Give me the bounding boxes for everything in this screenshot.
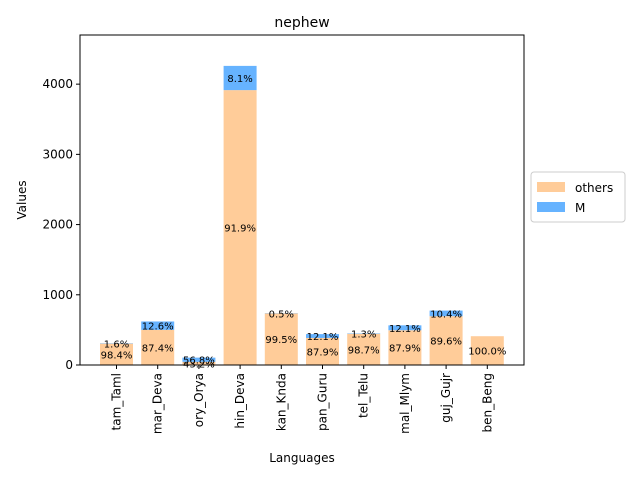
pct-label-M-mal_Mlym: 12.1%	[389, 324, 421, 335]
bar-M-mar_Deva	[141, 321, 175, 330]
legend-swatch-others	[537, 182, 565, 192]
x-tick-label-ory_Orya: ory_Orya	[192, 373, 206, 427]
pct-label-others-tel_Telu: 98.7%	[348, 345, 380, 356]
y-axis-label: Values	[15, 180, 29, 219]
pct-label-others-tam_Taml: 98.4%	[101, 350, 133, 361]
pct-label-others-kan_Knda: 99.5%	[265, 335, 297, 346]
x-tick-label-kan_Knda: kan_Knda	[274, 373, 288, 431]
bar-M-mal_Mlym	[388, 325, 422, 331]
pct-label-others-mal_Mlym: 87.9%	[389, 344, 421, 355]
pct-label-others-pan_Guru: 87.9%	[307, 347, 339, 358]
bar-M-guj_Gujr	[429, 310, 463, 317]
legend: others M	[530, 171, 626, 223]
bar-M-pan_Guru	[306, 334, 339, 338]
pct-label-M-pan_Guru: 12.1%	[307, 332, 339, 343]
pct-label-M-hin_Deva: 8.1%	[227, 74, 252, 85]
y-tick-label-2000: 2000	[42, 218, 73, 232]
x-tick-label-guj_Gujr: guj_Gujr	[439, 373, 453, 423]
pct-label-M-ory_Orya: 56.8%	[183, 356, 215, 367]
legend-label-others: others	[575, 181, 613, 195]
axes-frame	[79, 34, 525, 366]
bar-others-mar_Deva	[141, 329, 175, 365]
pct-label-M-tam_Taml: 1.6%	[104, 339, 129, 350]
plot-area: 98.4%1.6% 87.4%12.6%43.2%56.8%91.9%8.1%99…	[42, 34, 525, 434]
bar-others-guj_Gujr	[429, 316, 463, 365]
pct-label-others-ben_Beng: 100.0%	[468, 347, 506, 358]
bar-others-tel_Telu	[347, 333, 381, 365]
y-tick-label-4000: 4000	[42, 77, 73, 91]
x-tick-label-tel_Telu: tel_Telu	[357, 373, 371, 418]
chart-title: nephew	[274, 15, 329, 31]
pct-label-others-hin_Deva: 91.9%	[224, 224, 256, 235]
legend-label-M: M	[575, 201, 585, 215]
x-axis-label: Languages	[269, 451, 334, 465]
pct-label-others-mar_Deva: 87.4%	[142, 343, 174, 354]
y-tick-label-1000: 1000	[42, 288, 73, 302]
x-tick-label-mar_Deva: mar_Deva	[151, 373, 165, 434]
x-tick-label-ben_Beng: ben_Beng	[480, 373, 494, 432]
pct-label-M-mar_Deva: 12.6%	[142, 322, 174, 333]
pct-label-others-guj_Gujr: 89.6%	[430, 337, 462, 348]
x-tick-label-tam_Taml: tam_Taml	[110, 373, 124, 430]
bar-others-ben_Beng	[470, 336, 504, 365]
x-tick-label-hin_Deva: hin_Deva	[233, 373, 247, 429]
legend-swatch-M	[537, 202, 565, 212]
pct-label-M-kan_Knda: 0.5%	[269, 309, 294, 320]
bar-M-ory_Orya	[182, 357, 216, 362]
bar-others-mal_Mlym	[388, 330, 422, 365]
y-tick-label-3000: 3000	[42, 147, 73, 161]
bar-M-hin_Deva	[223, 65, 257, 91]
bar-others-kan_Knda	[264, 313, 298, 365]
bar-others-tam_Taml	[100, 343, 133, 365]
bar-others-hin_Deva	[223, 90, 257, 366]
pct-label-M-tel_Telu: 1.3%	[351, 330, 376, 341]
bar-others-pan_Guru	[306, 337, 339, 365]
x-tick-label-mal_Mlym: mal_Mlym	[398, 373, 412, 434]
bar-others-ory_Orya	[182, 361, 216, 365]
pct-label-M-guj_Gujr: 10.4%	[430, 309, 462, 320]
y-tick-label-0: 0	[65, 358, 73, 372]
x-tick-label-pan_Guru: pan_Guru	[316, 373, 330, 431]
